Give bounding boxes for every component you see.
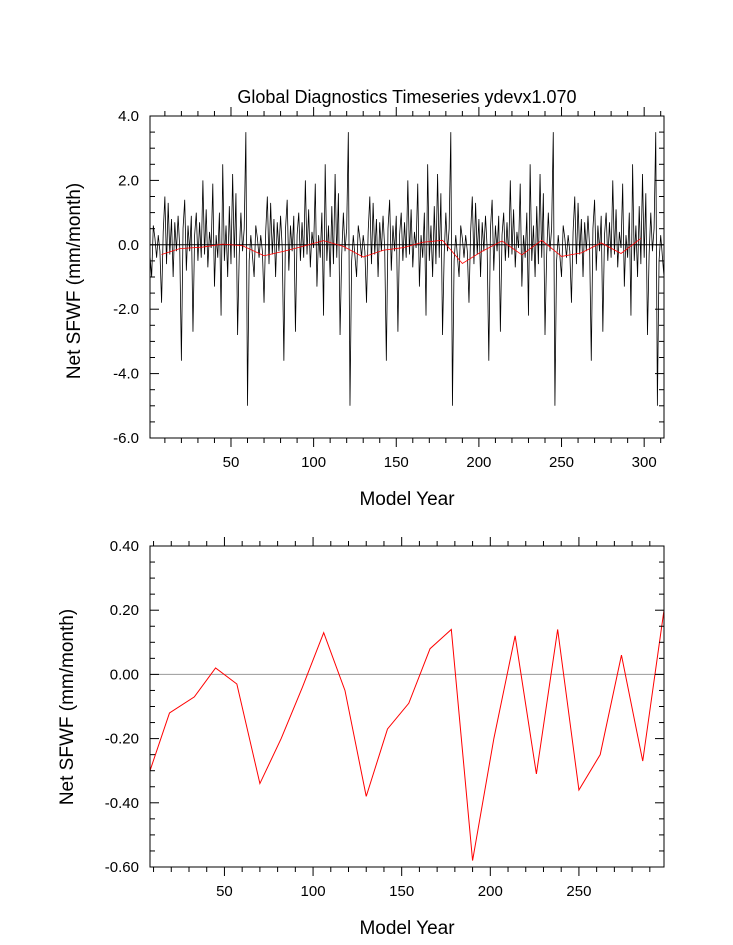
y-tick-label: -2.0 xyxy=(113,301,139,318)
plot-area: -0.60 -0.40 -0.20 0.00 0.20 0.40 50 100 150 200 25… xyxy=(105,537,665,900)
x-tick-label: 200 xyxy=(466,454,491,471)
y-tick-label: 2.0 xyxy=(118,172,139,189)
axes-frame xyxy=(149,115,665,439)
chart-bottom: Net SFWF (mm/month) Model Year -0.60 -0.4… xyxy=(57,537,665,939)
axes-frame xyxy=(149,545,665,868)
y-tick-label: -6.0 xyxy=(113,430,139,447)
y-axis-title: Net SFWF (mm/month) xyxy=(57,609,78,805)
y-tick-label: -4.0 xyxy=(113,366,139,383)
series-line-annual xyxy=(149,132,665,406)
y-tick-label: -0.20 xyxy=(105,731,139,748)
y-axis-title: Net SFWF (mm/month) xyxy=(64,183,85,379)
x-tick-label: 300 xyxy=(632,454,657,471)
y-tick-label: 0.40 xyxy=(110,538,139,555)
y-tick-label: 0.0 xyxy=(118,237,139,254)
x-tick-label: 150 xyxy=(384,454,409,471)
chart-title: Global Diagnostics Timeseries ydevx1.070 xyxy=(237,87,576,107)
y-tick-label: -0.40 xyxy=(105,795,139,812)
x-tick-label: 200 xyxy=(478,883,503,900)
x-tick-label: 250 xyxy=(566,883,591,900)
x-tick-label: 100 xyxy=(301,883,326,900)
x-tick-label: 50 xyxy=(223,454,240,471)
x-axis-title: Model Year xyxy=(359,489,455,510)
x-tick-label: 250 xyxy=(549,454,574,471)
x-tick-label: 150 xyxy=(389,883,414,900)
x-tick-label: 100 xyxy=(301,454,326,471)
plot-area: -6.0 -4.0 -2.0 0.0 2.0 4.0 50 100 150 200 250 300 xyxy=(113,107,665,471)
y-tick-label: 0.00 xyxy=(110,666,139,683)
series-line-decadal-mean xyxy=(149,610,665,861)
x-axis-title: Model Year xyxy=(359,918,455,939)
x-tick-label: 50 xyxy=(216,883,233,900)
series-line-decadal-mean xyxy=(161,238,642,265)
y-tick-label: -0.60 xyxy=(105,859,139,876)
y-tick-label: 0.20 xyxy=(110,602,139,619)
y-tick-label: 4.0 xyxy=(118,108,139,125)
chart-top: Global Diagnostics Timeseries ydevx1.070… xyxy=(64,87,665,510)
